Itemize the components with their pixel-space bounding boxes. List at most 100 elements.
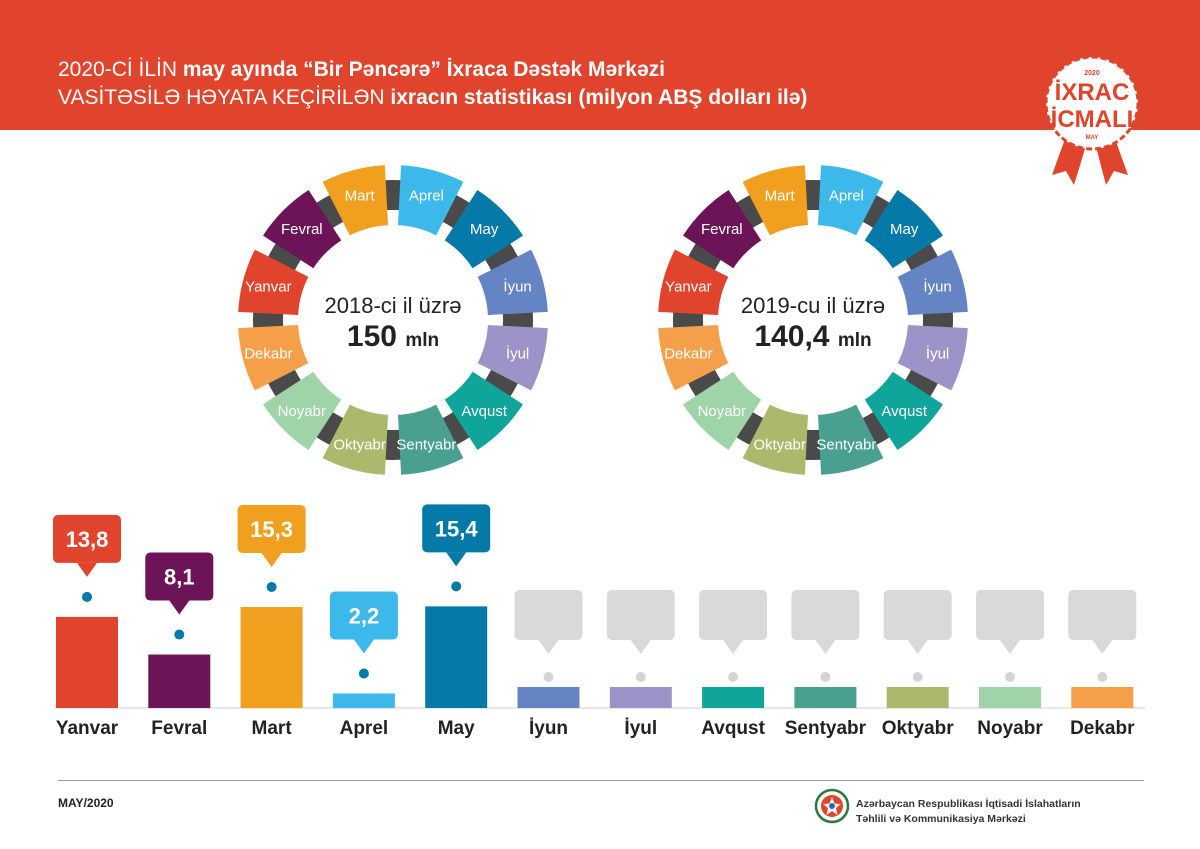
callout-tail-yanvar xyxy=(77,562,97,577)
donut-2018-unit: mln xyxy=(405,330,440,351)
badge-month: MAY xyxy=(1086,135,1099,141)
callout-tail-may xyxy=(446,552,467,567)
bar-noyabr xyxy=(979,687,1041,708)
donut-label-dekabr: Dekabr xyxy=(664,345,712,362)
data-label-mart: 15,3 xyxy=(250,517,293,542)
callout-box-may xyxy=(422,504,491,553)
donut-label-oktyabr: Oktyabr xyxy=(333,437,386,454)
donut-segment-sentyabr xyxy=(397,404,464,475)
donut-segment-fevral xyxy=(263,190,342,269)
bar-dekabr xyxy=(1071,687,1134,708)
x-label-fevral: Fevral xyxy=(151,718,207,739)
donut-segment-dekabr xyxy=(658,324,729,391)
callout-placeholder-noyabr xyxy=(976,590,1044,640)
bar-dot-dekabr xyxy=(1097,672,1108,682)
donut-segment-mart xyxy=(742,165,809,236)
bar-i̇yun xyxy=(517,687,580,708)
badge-year: 2020 xyxy=(1084,70,1100,77)
donut-2018-value: 150 xyxy=(346,320,397,353)
callout-placeholder-avqust xyxy=(699,590,768,640)
data-label-yanvar: 13,8 xyxy=(66,527,109,552)
data-label-aprel: 2,2 xyxy=(349,603,380,628)
donut-segment-mart xyxy=(322,165,389,236)
donut-2019-title: 2019-cu il üzrə xyxy=(740,293,886,318)
x-label-dekabr: Dekabr xyxy=(1070,718,1135,739)
donut-label-sentyabr: Sentyabr xyxy=(816,437,876,454)
callout-placeholder-dekabr xyxy=(1068,590,1137,640)
title-line2-bold: ixracın statistikası (milyon ABŞ dolları… xyxy=(390,86,808,109)
donut-segment-may xyxy=(864,190,943,269)
donut-segment-aprel xyxy=(397,165,464,236)
donut-label-may: May xyxy=(470,221,499,238)
donut-segment-i̇yul xyxy=(477,324,548,391)
donut-label-yanvar: Yanvar xyxy=(665,279,711,296)
donut-2019: Aprel May İyun İyul Avqust Sentyabr Oktyabr Noy… xyxy=(658,165,968,475)
page-title: 2020-Cİ İLİN may ayında “Bir Pəncərə” İx… xyxy=(58,56,807,112)
header-banner xyxy=(0,0,1200,130)
callout-box-fevral xyxy=(145,552,214,601)
donut-segment-sentyabr xyxy=(817,404,884,475)
donut-label-i̇yun: İyun xyxy=(923,278,951,296)
donut-segment-oktyabr xyxy=(322,404,389,475)
footer-org-line1: Azərbaycan Respublikası İqtisadi İslahat… xyxy=(856,798,1081,810)
donut-inner-shadow xyxy=(673,180,953,460)
callout-tail-dekabr xyxy=(1092,640,1113,654)
callout-tail-i̇yun xyxy=(538,640,559,654)
bar-aprel xyxy=(332,693,395,708)
donut-segment-fevral xyxy=(683,190,762,269)
bar-dot-aprel xyxy=(358,668,369,679)
donut-label-mart: Mart xyxy=(765,187,796,204)
bar-dot-yanvar xyxy=(82,591,92,602)
footer-org-line2: Təhlili və Kommunikasiya Mərkəzi xyxy=(856,813,1026,825)
donut-segment-may xyxy=(444,190,523,269)
donut-label-fevral: Fevral xyxy=(281,221,323,238)
donut-label-noyabr: Noyabr xyxy=(278,403,326,420)
donut-segment-noyabr xyxy=(683,371,762,450)
donut-segment-dekabr xyxy=(238,324,309,391)
donut-label-dekabr: Dekabr xyxy=(244,345,292,362)
donut-segment-yanvar xyxy=(238,249,309,316)
callout-placeholder-oktyabr xyxy=(883,590,952,640)
donut-segment-avqust xyxy=(864,371,943,450)
bar-sentyabr xyxy=(794,687,857,708)
donut-label-oktyabr: Oktyabr xyxy=(753,437,806,454)
donut-segment-avqust xyxy=(444,371,523,450)
x-label-oktyabr: Oktyabr xyxy=(882,718,954,739)
donut-label-fevral: Fevral xyxy=(701,221,743,238)
donut-label-mart: Mart xyxy=(345,187,376,204)
bar-dot-mart xyxy=(266,582,277,593)
title-line2-normal: VASİTƏSİLƏ HƏYATA KEÇİRİLƏN xyxy=(58,86,391,109)
data-label-fevral: 8,1 xyxy=(164,565,195,590)
bar-fevral xyxy=(148,654,211,708)
bar-dot-avqust xyxy=(728,672,739,682)
donut-segment-i̇yul xyxy=(897,324,968,391)
donut-inner-shadow xyxy=(253,180,533,460)
bar-dot-oktyabr xyxy=(912,672,923,682)
bar-dot-noyabr xyxy=(1005,672,1015,682)
callout-box-yanvar xyxy=(53,514,121,563)
callout-tail-avqust xyxy=(723,640,744,654)
donut-segment-i̇yun xyxy=(897,249,968,316)
badge-seal xyxy=(1044,55,1140,151)
donut-segment-noyabr xyxy=(263,371,342,450)
donut-segment-i̇yun xyxy=(477,249,548,316)
bar-mart xyxy=(240,607,303,708)
donut-2019-unit: mln xyxy=(837,330,872,351)
donut-segment-oktyabr xyxy=(742,404,809,475)
donut-label-sentyabr: Sentyabr xyxy=(396,437,456,454)
callout-placeholder-i̇yun xyxy=(514,590,583,640)
callout-box-aprel xyxy=(329,591,398,640)
bar-dot-i̇yun xyxy=(543,672,554,682)
donut-2018: Aprel May İyun İyul Avqust Sentyabr Oktyabr Noy… xyxy=(238,165,548,475)
bar-dot-fevral xyxy=(174,629,185,640)
donut-2018-title: 2018-ci il üzrə xyxy=(324,293,462,318)
data-label-may: 15,4 xyxy=(435,516,479,541)
x-label-noyabr: Noyabr xyxy=(977,718,1043,739)
donut-label-avqust: Avqust xyxy=(461,403,507,420)
callout-placeholder-sentyabr xyxy=(791,590,860,640)
callout-tail-i̇yul xyxy=(630,640,651,654)
donut-2019-total: 140,4 mln xyxy=(653,320,973,354)
donut-label-may: May xyxy=(890,221,919,238)
ixrac-icmali-badge: 2020 İXRAC İCMALI MAY xyxy=(1044,55,1140,185)
bar-oktyabr xyxy=(886,687,949,708)
